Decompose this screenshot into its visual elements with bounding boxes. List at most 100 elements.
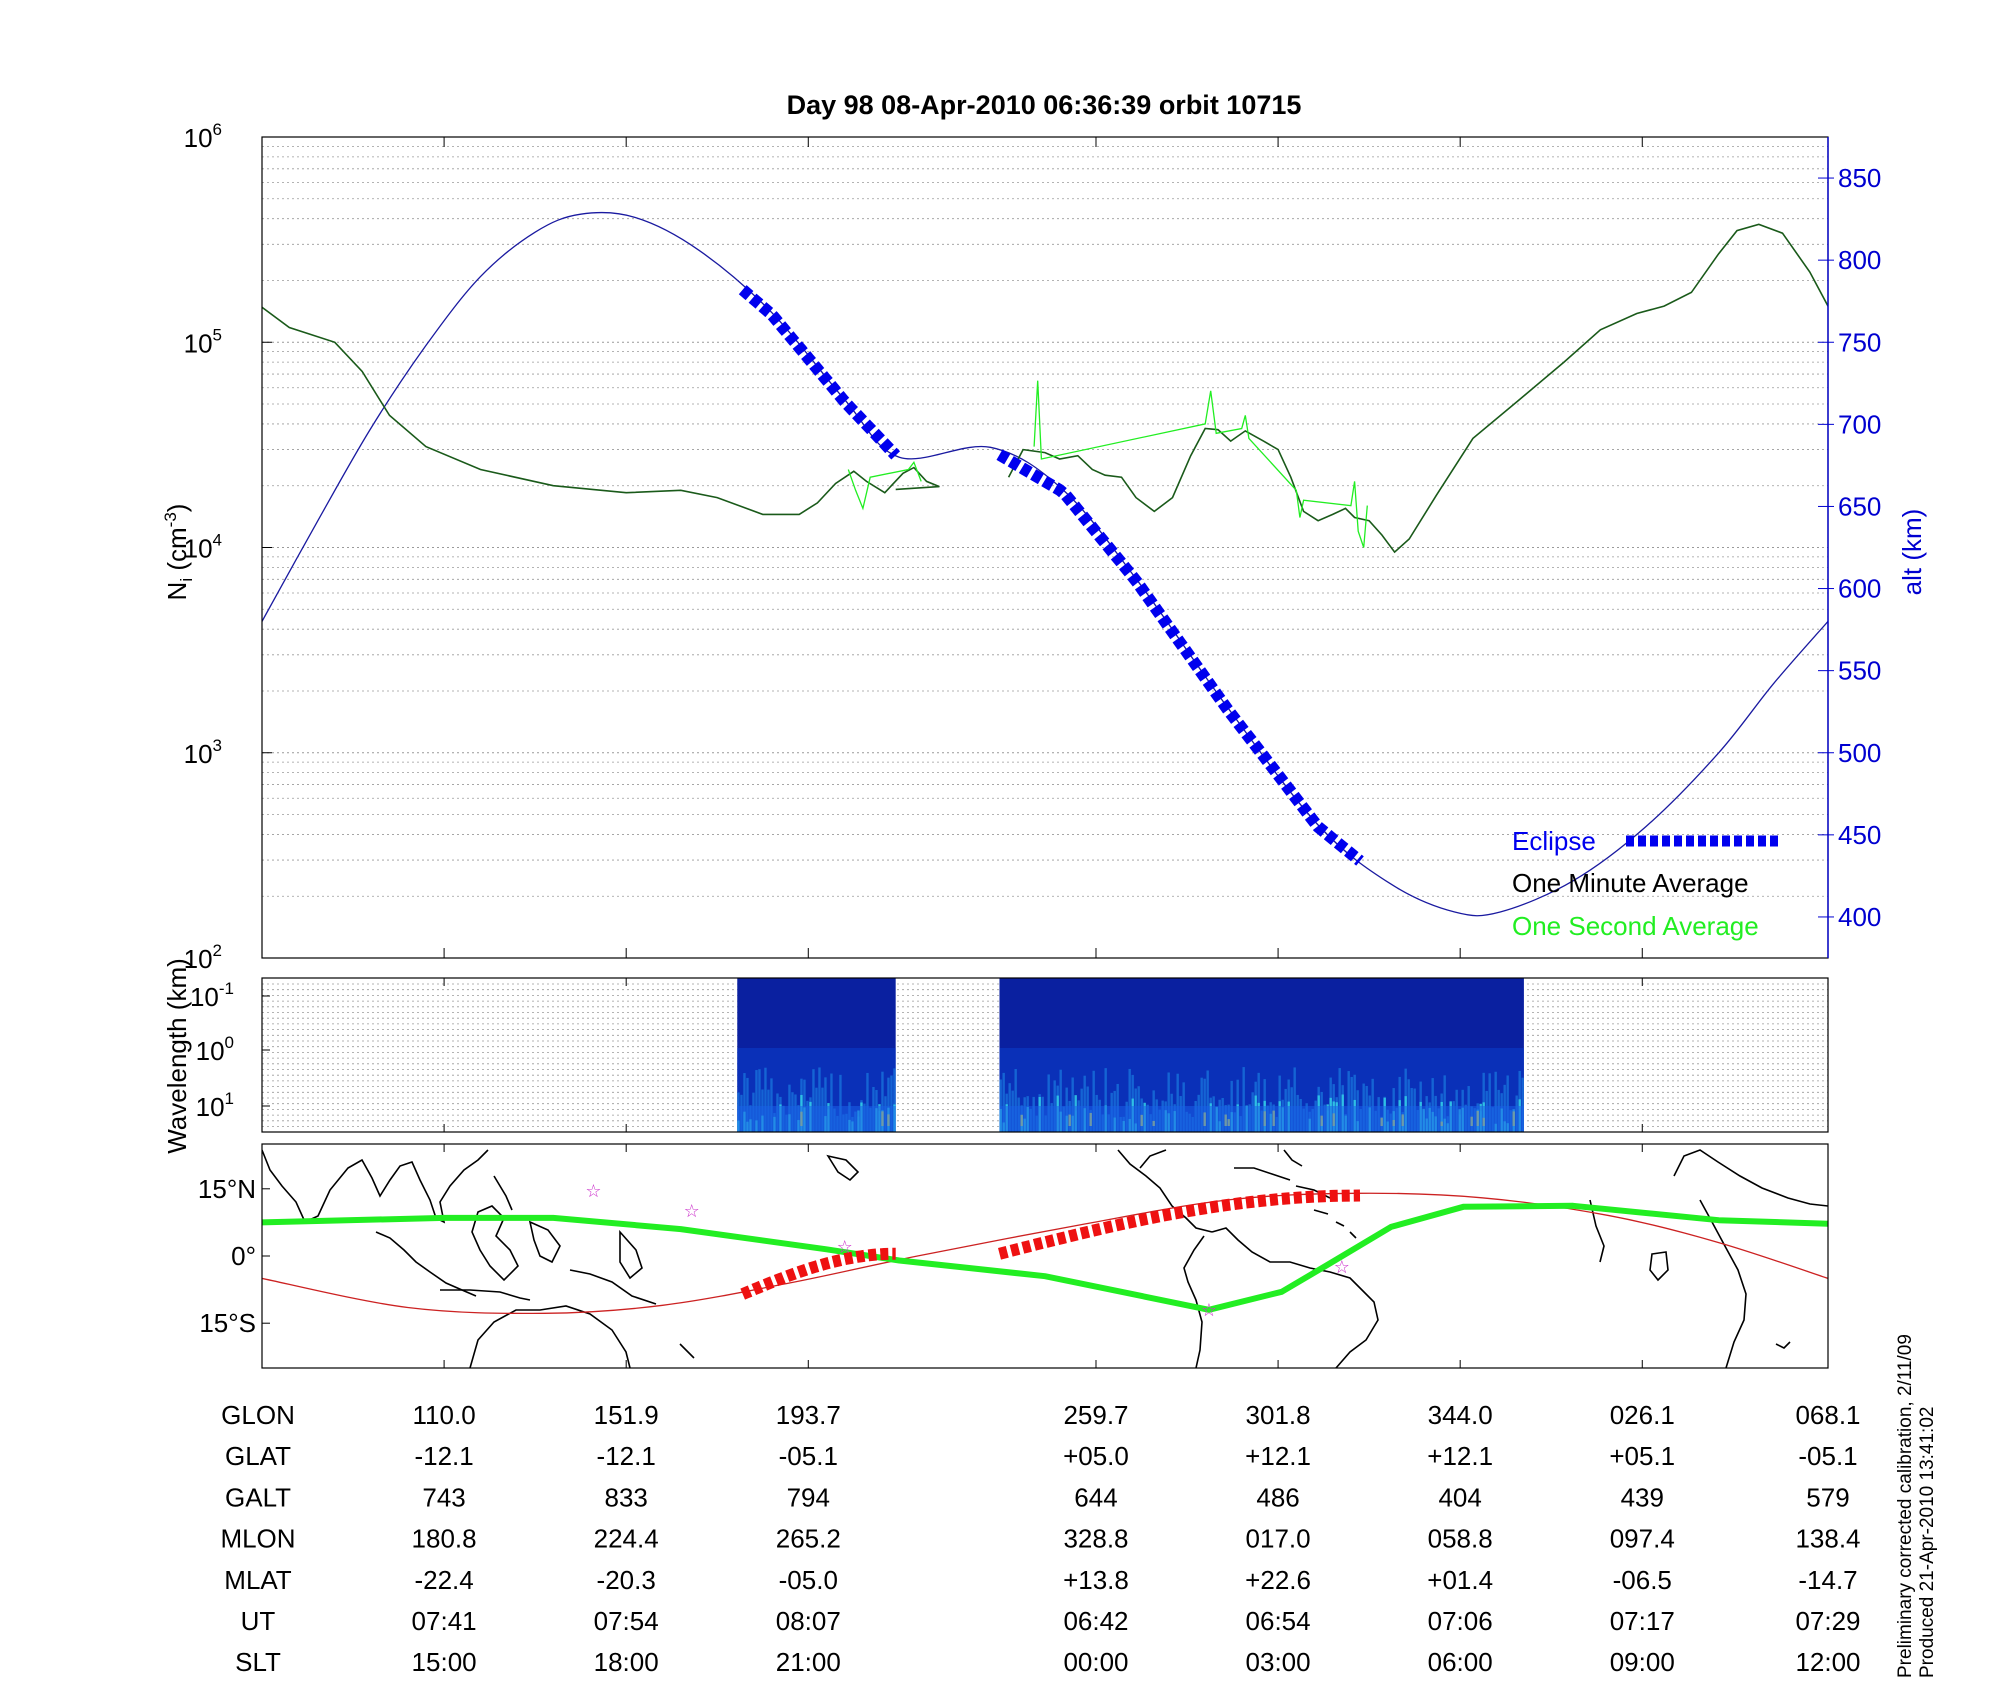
table-cell: 151.9 xyxy=(594,1400,659,1430)
spectrogram-column xyxy=(881,1071,884,1132)
spectrogram-column xyxy=(866,1072,869,1132)
density-grid xyxy=(262,137,1829,959)
spectrogram-y-tick-label: 100 xyxy=(196,1033,234,1066)
table-cell: +12.1 xyxy=(1427,1441,1493,1471)
table-cell: 017.0 xyxy=(1246,1524,1311,1554)
spectrogram-column xyxy=(839,1074,842,1132)
altitude-y-ticks: 400 450 500 550 600 650 700 750 800 850 xyxy=(1818,163,1881,932)
spectrogram-column xyxy=(1203,1078,1206,1132)
y2-tick-label: 500 xyxy=(1838,738,1881,768)
y2-tick-label: 850 xyxy=(1838,163,1881,193)
map-lat-ticks: 15°N 0° 15°S xyxy=(198,1174,270,1338)
y2-tick-label: 750 xyxy=(1838,327,1881,357)
minute-average-line xyxy=(262,306,940,516)
y2-tick-label: 400 xyxy=(1838,902,1881,932)
table-cell: 579 xyxy=(1806,1482,1849,1512)
y2-tick-label: 650 xyxy=(1838,491,1881,521)
spectrogram-column xyxy=(1371,1078,1374,1132)
spectrogram-column xyxy=(758,1069,761,1132)
density-ylabel: Ni (cm-3) xyxy=(161,504,196,601)
table-cell: 06:42 xyxy=(1063,1606,1128,1636)
altitude-line xyxy=(262,211,1828,917)
legend: Eclipse One Minute Average One Second Av… xyxy=(1512,826,1778,941)
spectrogram-column xyxy=(746,1077,749,1132)
ground-track-line xyxy=(262,1202,1828,1313)
eclipse-track-marker xyxy=(740,1247,896,1300)
table-cell: 21:00 xyxy=(776,1647,841,1677)
legend-eclipse-label: Eclipse xyxy=(1512,826,1596,856)
table-cell: 833 xyxy=(604,1482,647,1512)
table-cell: 404 xyxy=(1438,1482,1481,1512)
star-marker: ☆ xyxy=(585,1181,601,1202)
star-marker: ☆ xyxy=(1201,1300,1217,1321)
table-cell: 07:06 xyxy=(1428,1606,1493,1636)
table-cell: 07:17 xyxy=(1610,1606,1675,1636)
chart-title: Day 98 08-Apr-2010 06:36:39 orbit 10715 xyxy=(787,90,1302,120)
ground-track xyxy=(262,1202,1828,1313)
spectrogram-column xyxy=(755,1070,758,1132)
spectrogram-column xyxy=(1059,1069,1062,1132)
star-marker: ☆ xyxy=(684,1201,700,1222)
spectrogram-column xyxy=(1488,1073,1491,1132)
spectrogram-column xyxy=(1293,1067,1296,1132)
table-cell: +22.6 xyxy=(1245,1565,1311,1595)
table-cell: 138.4 xyxy=(1795,1524,1860,1554)
y-tick-label: 102 xyxy=(184,941,222,974)
table-cell: -05.1 xyxy=(1798,1441,1857,1471)
spectrogram-column xyxy=(1350,1077,1353,1132)
eclipse-marker xyxy=(996,449,1364,866)
altitude-ylabel: alt (km) xyxy=(1897,509,1927,596)
spectrogram-column xyxy=(1128,1068,1131,1132)
table-cell: +05.1 xyxy=(1609,1441,1675,1471)
table-cell: 486 xyxy=(1256,1482,1299,1512)
spectrogram-column xyxy=(1002,1072,1005,1132)
table-cell: 06:54 xyxy=(1246,1606,1311,1636)
spectrogram-y-ticks: 10-1 100 101 xyxy=(190,979,270,1122)
spectrogram-ylabel: Wavelength (km) xyxy=(162,958,192,1154)
table-cell: 06:00 xyxy=(1428,1647,1493,1677)
spectrogram-column xyxy=(1083,1075,1086,1132)
spectrogram-column xyxy=(1014,1069,1017,1132)
legend-second-label: One Second Average xyxy=(1512,911,1759,941)
map-y-tick-label: 15°S xyxy=(199,1308,256,1338)
table-row-label: MLON xyxy=(220,1524,295,1554)
spectrogram-column xyxy=(1167,1072,1170,1132)
spectrogram-column xyxy=(770,1078,773,1132)
spectrogram-base xyxy=(999,1106,1524,1132)
map-ticks xyxy=(443,1144,1829,1368)
table-cell: +05.0 xyxy=(1063,1441,1129,1471)
table-cell: 301.8 xyxy=(1246,1400,1311,1430)
spectrogram-column xyxy=(999,1079,1002,1132)
legend-minute-label: One Minute Average xyxy=(1512,868,1749,898)
table-cell: 18:00 xyxy=(594,1647,659,1677)
second-average-line xyxy=(847,460,922,511)
table-cell: -20.3 xyxy=(597,1565,656,1595)
spectrogram-column xyxy=(1071,1077,1074,1132)
y2-tick-label: 700 xyxy=(1838,409,1881,439)
star-marker: ☆ xyxy=(837,1237,853,1258)
table-cell: 193.7 xyxy=(776,1400,841,1430)
table-cell: 743 xyxy=(422,1482,465,1512)
table-cell: 07:54 xyxy=(594,1606,659,1636)
table-cell: -12.1 xyxy=(414,1441,473,1471)
density-panel: 102 103 104 105 106 400 450 500 550 600 650 700 750… xyxy=(161,120,1927,974)
table-cell: 00:00 xyxy=(1063,1647,1128,1677)
spectrogram-column xyxy=(887,1077,890,1132)
spectrogram-column xyxy=(812,1069,815,1132)
y2-tick-label: 550 xyxy=(1838,656,1881,686)
table-cell: -12.1 xyxy=(597,1441,656,1471)
map-frame xyxy=(261,1143,1829,1369)
spectrogram-column xyxy=(1206,1070,1209,1132)
altitude-series xyxy=(262,211,1828,917)
one-minute-series xyxy=(262,223,1828,554)
table-cell: 439 xyxy=(1621,1482,1664,1512)
table-row-label: GLON xyxy=(221,1400,295,1430)
spectrogram-column xyxy=(1443,1075,1446,1132)
y-tick-label: 104 xyxy=(184,531,222,564)
table-cell: 644 xyxy=(1074,1482,1117,1512)
spectrogram-frame xyxy=(261,977,1829,1133)
spectrogram-column xyxy=(818,1067,821,1132)
table-row-label: SLT xyxy=(235,1647,281,1677)
produced-note: Produced 21-Apr-2010 13:41:02 xyxy=(1917,1407,1938,1678)
